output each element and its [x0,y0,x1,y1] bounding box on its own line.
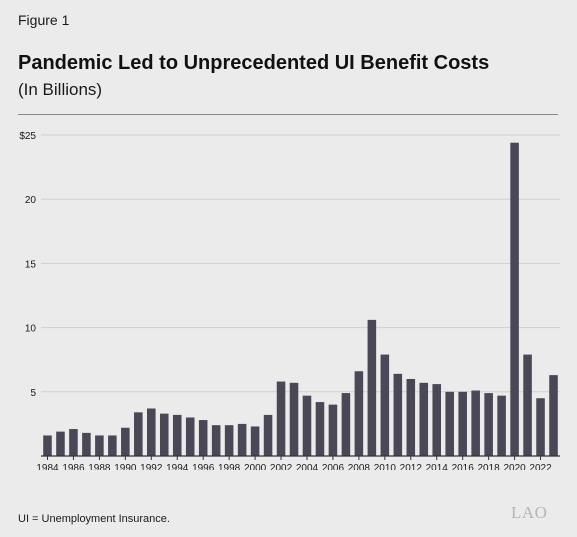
bar-1993 [159,413,169,456]
bar-2023 [549,375,558,456]
bar-1995 [185,417,195,456]
chart-subtitle: (In Billions) [18,80,103,99]
y-axis-tick-labels: 5 10 15 20 $25 [19,131,36,399]
bar-2012 [406,378,416,456]
gridlines [41,134,560,393]
y-tick-label: $25 [19,131,36,142]
x-tick-label: 2000 [244,463,267,470]
bar-2022 [536,398,545,456]
x-tick-label: 2018 [478,463,501,470]
x-tick-label: 1998 [218,463,241,470]
bar-1986 [69,429,78,456]
y-tick-label: 15 [25,259,37,270]
bar-2017 [471,390,480,456]
bar-1988 [95,435,104,456]
bar-2001 [263,414,273,456]
lao-logo: LAO [511,503,548,522]
bar-2010 [380,354,390,456]
bar-2015 [445,391,454,456]
x-axis-tick-labels: 1984 1986 1988 1990 1992 1994 1996 1998 2000 2002… [36,456,552,470]
bar-2008 [354,371,364,456]
x-tick-label: 2008 [348,463,371,470]
x-tick-label: 2006 [322,463,345,470]
y-tick-label: 10 [25,324,37,335]
bar-1990 [121,427,130,456]
bar-2014 [432,384,442,456]
figure-label: Figure 1 [18,12,70,28]
bar-1992 [147,408,156,456]
x-tick-label: 1994 [166,463,189,470]
bars [43,142,558,457]
bar-2020 [510,142,519,457]
bar-1996 [198,420,208,456]
bar-2018 [484,393,493,456]
x-tick-label: 1984 [36,463,59,470]
x-tick-label: 2012 [400,463,423,470]
bar-2019 [497,395,506,456]
bar-1998 [224,425,234,456]
x-tick-label: 1992 [140,463,163,470]
x-tick-label: 1986 [62,463,85,470]
bar-1999 [237,423,247,456]
footnote: UI = Unemployment Insurance. [18,513,170,525]
bar-1987 [82,432,91,456]
bar-1985 [56,431,65,456]
bar-2021 [523,354,532,456]
bar-2016 [458,391,467,456]
title-divider [18,114,558,115]
bar-1991 [134,412,143,456]
bar-2000 [250,426,260,456]
bar-2003 [289,382,299,456]
chart-title: Pandemic Led to Unprecedented UI Benefit… [18,52,490,74]
bar-chart: 5 10 15 20 $25 1984 1986 1988 1990 1992 1994 1996 1… [19,131,560,470]
y-tick-label: 20 [25,195,37,206]
bar-2009 [367,319,377,456]
x-tick-label: 2004 [296,463,319,470]
bar-2005 [315,402,325,456]
x-tick-label: 2020 [503,463,526,470]
bar-1989 [108,435,117,456]
bar-2011 [393,373,403,456]
x-tick-label: 2010 [374,463,397,470]
bar-2006 [328,404,338,456]
bar-2013 [419,382,429,456]
x-tick-label: 2022 [529,463,552,470]
bar-2002 [276,381,286,456]
y-tick-label: 5 [30,388,36,399]
bar-2004 [302,395,312,456]
bar-1984 [43,435,52,456]
x-tick-label: 2016 [452,463,475,470]
x-tick-label: 1990 [114,463,137,470]
bar-1994 [172,414,182,456]
x-tick-label: 1988 [88,463,111,470]
x-tick-label: 1996 [192,463,215,470]
x-tick-label: 2014 [426,463,449,470]
bar-1997 [211,425,221,456]
bar-2007 [341,393,351,456]
x-tick-label: 2002 [270,463,293,470]
